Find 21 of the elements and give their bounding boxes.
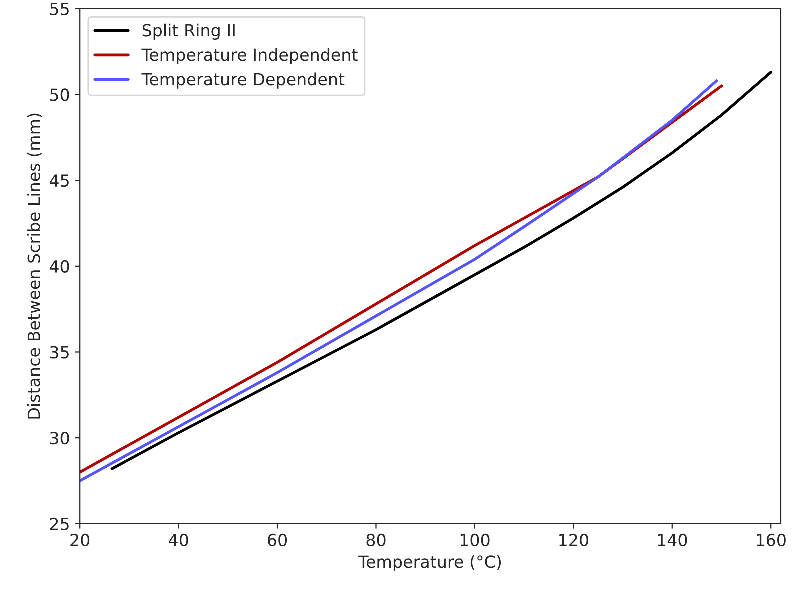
y-tick-label: 45 bbox=[50, 174, 69, 188]
x-tick-label: 120 bbox=[560, 534, 588, 547]
x-tick-label: 40 bbox=[169, 534, 188, 547]
x-tick-label: 140 bbox=[658, 534, 688, 547]
y-tick-label: 40 bbox=[50, 260, 70, 273]
y-tick-label: 25 bbox=[50, 518, 69, 530]
y-tick-label: 35 bbox=[50, 346, 69, 359]
legend-label: Temperature Independent bbox=[142, 48, 358, 64]
legend-label: Split Ring II bbox=[142, 24, 235, 40]
x-tick-label: 160 bbox=[757, 534, 786, 547]
y-tick-label: 30 bbox=[50, 432, 70, 445]
legend-label: Temperature Dependent bbox=[142, 72, 345, 89]
x-tick-label: 20 bbox=[70, 534, 90, 547]
x-tick-label: 80 bbox=[366, 534, 386, 547]
y-tick-label: 55 bbox=[50, 3, 69, 16]
x-tick-label: 60 bbox=[268, 534, 288, 547]
line-series bbox=[110, 71, 772, 470]
x-axis-title: Temperature (°C) bbox=[358, 555, 502, 572]
x-tick-label: 100 bbox=[460, 534, 490, 547]
y-axis-title: Distance Between Scribe Lines (mm) bbox=[27, 114, 42, 419]
y-tick-label: 50 bbox=[50, 88, 70, 102]
